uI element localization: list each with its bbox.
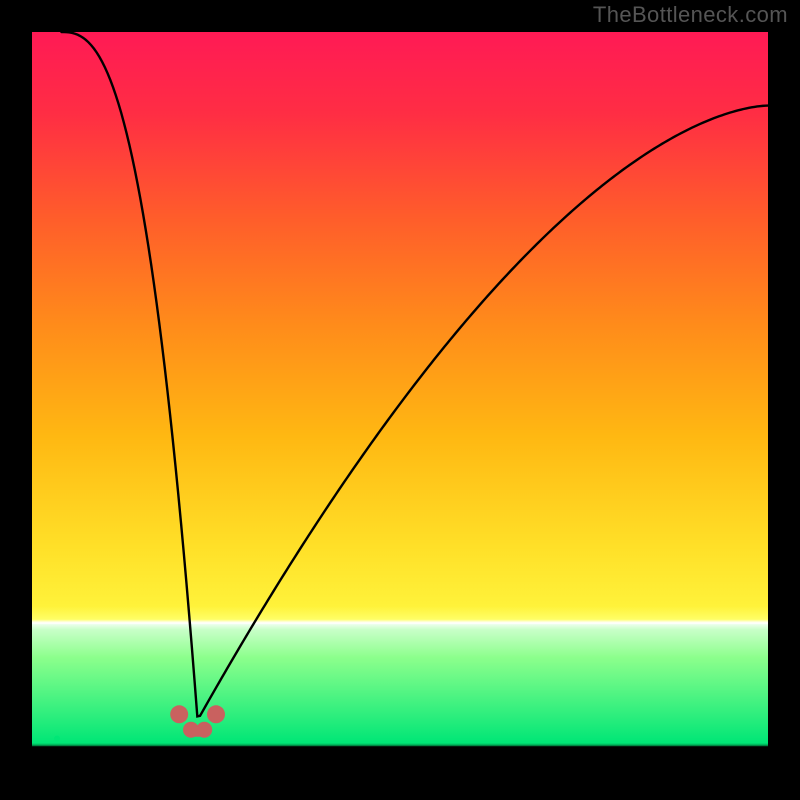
bottleneck-curve [61,32,768,716]
dip-connector [191,727,204,737]
plot-area [32,32,768,768]
chart-frame: TheBottleneck.com [0,0,800,800]
dip-marker [207,705,225,723]
dip-marker [170,705,188,723]
green-dot [54,736,60,742]
watermark-text: TheBottleneck.com [593,2,788,28]
curve-layer [32,32,768,768]
